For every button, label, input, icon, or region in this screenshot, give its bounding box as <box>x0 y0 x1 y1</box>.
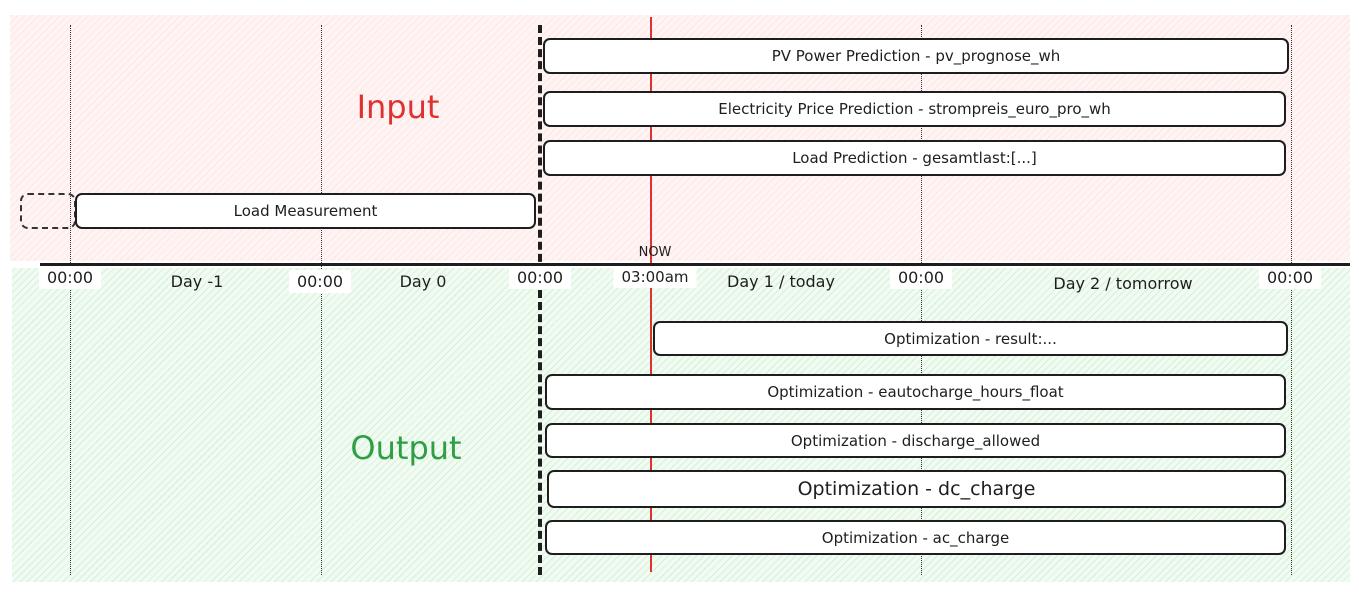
input-title: Input <box>356 88 440 126</box>
day-label: Day 0 <box>399 272 447 291</box>
today-start-line <box>538 25 542 575</box>
tick-label: 00:00 <box>889 266 953 289</box>
day-boundary-line <box>321 25 322 575</box>
input-bar-load-prediction: Load Prediction - gesamtlast:[...] <box>543 140 1286 176</box>
load-measurement-extension <box>20 193 76 229</box>
tick-label: 00:00 <box>508 266 572 289</box>
input-bar-pv: PV Power Prediction - pv_prognose_wh <box>543 38 1289 74</box>
output-bar-dc-charge: Optimization - dc_charge <box>547 470 1286 508</box>
time-axis <box>40 263 1350 266</box>
output-bar-ac-charge: Optimization - ac_charge <box>545 520 1286 555</box>
output-bar-result: Optimization - result:... <box>653 321 1288 356</box>
day-label: Day 1 / today <box>727 272 835 291</box>
day-boundary-line <box>1291 25 1292 575</box>
day-boundary-line <box>921 25 922 575</box>
now-time: 03:00am <box>613 266 697 288</box>
output-title: Output <box>350 429 462 467</box>
input-bar-load-measurement: Load Measurement <box>75 193 536 229</box>
day-label: Day 2 / tomorrow <box>1053 274 1193 293</box>
output-bar-discharge-allowed: Optimization - discharge_allowed <box>545 423 1286 458</box>
tick-label: 00:00 <box>288 270 352 293</box>
now-line <box>650 17 652 572</box>
tick-label: 00:00 <box>1258 266 1322 289</box>
day-label: Day -1 <box>170 272 224 291</box>
day-boundary-line <box>70 25 71 575</box>
output-bar-eautocharge: Optimization - eautocharge_hours_float <box>545 374 1286 410</box>
now-label: NOW <box>638 245 672 260</box>
input-bar-price: Electricity Price Prediction - stromprei… <box>543 91 1286 127</box>
tick-label: 00:00 <box>38 266 102 289</box>
